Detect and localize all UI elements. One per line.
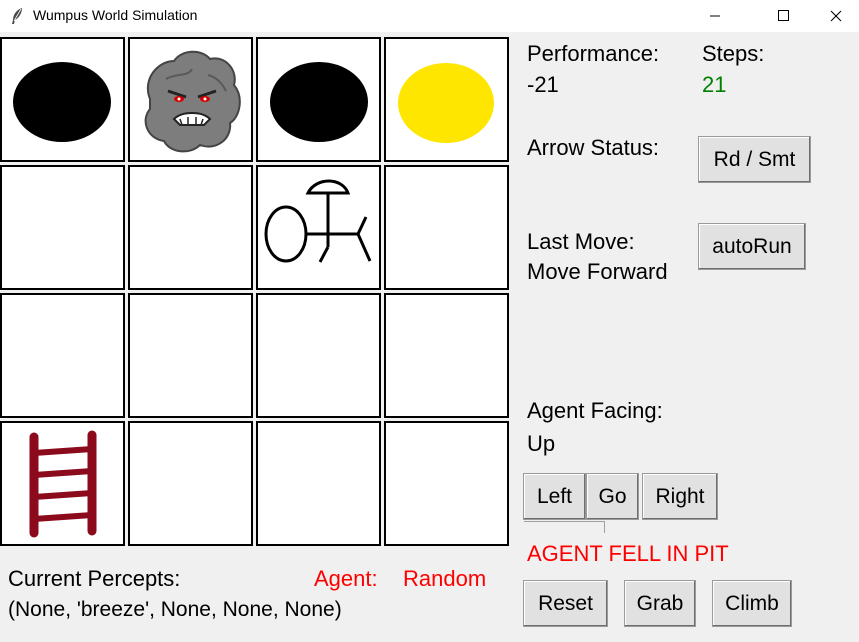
performance-value: -21	[527, 72, 559, 97]
window-title: Wumpus World Simulation	[33, 7, 198, 23]
agent-facing-label: Agent Facing:	[527, 398, 663, 423]
separator	[524, 521, 604, 522]
climb-button[interactable]: Climb	[712, 580, 792, 627]
last-move-label: Last Move:	[527, 229, 635, 254]
performance-label: Performance:	[527, 41, 660, 66]
percepts-value: (None, 'breeze', None, None, None)	[8, 598, 342, 621]
agent-icon	[264, 179, 372, 263]
pit-icon	[270, 62, 368, 142]
feather-icon	[12, 8, 22, 24]
ladder-icon	[29, 430, 97, 538]
grab-button[interactable]: Grab	[624, 580, 696, 627]
reset-button[interactable]: Reset	[523, 580, 608, 627]
cell-3-0	[0, 421, 125, 546]
agent-type-value: Random	[403, 566, 487, 591]
cell-2-1	[128, 293, 253, 418]
minimize-icon	[710, 15, 720, 17]
arrow-status-button[interactable]: Rd / Smt	[698, 136, 811, 183]
gold-icon	[398, 63, 494, 143]
separator-tick	[604, 521, 605, 533]
cell-0-1	[128, 37, 253, 162]
maximize-icon	[778, 10, 789, 21]
cell-3-2	[256, 421, 381, 546]
agent-facing-value: Up	[527, 431, 556, 456]
maximize-button[interactable]	[761, 0, 807, 32]
cell-1-3	[384, 165, 509, 290]
cell-1-1	[128, 165, 253, 290]
cell-3-1	[128, 421, 253, 546]
right-button[interactable]: Right	[642, 473, 718, 520]
percepts-label: Current Percepts:	[8, 566, 181, 591]
pit-icon	[13, 62, 111, 142]
last-move-value: Move Forward	[527, 259, 668, 284]
agent-label: Agent:	[314, 566, 378, 591]
minimize-button[interactable]	[692, 0, 738, 32]
cell-2-0	[0, 293, 125, 418]
close-icon	[830, 10, 842, 22]
steps-value: 21	[702, 72, 727, 97]
arrow-status-label: Arrow Status:	[527, 135, 660, 160]
left-button[interactable]: Left	[523, 473, 586, 520]
wumpus-icon	[144, 50, 241, 153]
cell-1-0	[0, 165, 125, 290]
go-button[interactable]: Go	[586, 473, 639, 520]
autorun-button[interactable]: autoRun	[698, 223, 806, 270]
cell-2-2	[256, 293, 381, 418]
title-bar[interactable]: Wumpus World Simulation	[0, 0, 859, 32]
steps-label: Steps:	[702, 41, 765, 66]
status-message: AGENT FELL IN PIT	[527, 541, 729, 566]
wumpus-board	[0, 37, 510, 547]
cell-3-3	[384, 421, 509, 546]
close-button[interactable]	[813, 0, 859, 32]
cell-1-2	[256, 165, 381, 290]
cell-0-2	[256, 37, 381, 162]
cell-2-3	[384, 293, 509, 418]
cell-0-0	[0, 37, 125, 162]
cell-0-3	[384, 37, 509, 162]
